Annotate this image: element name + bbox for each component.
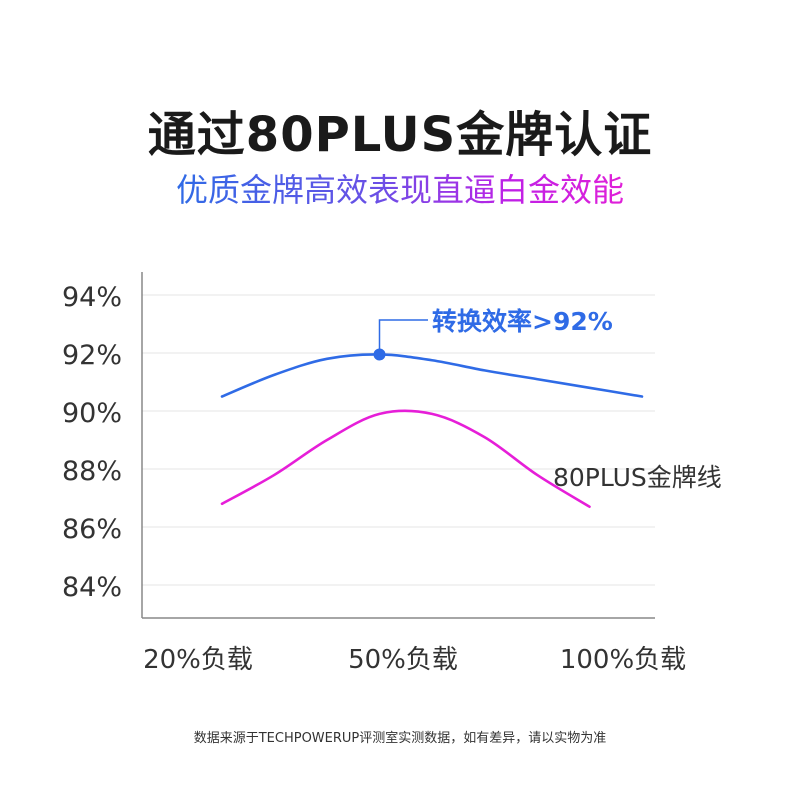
y-tick-label: 88% bbox=[62, 456, 122, 487]
highlight-point bbox=[373, 348, 386, 361]
page-subtitle: 优质金牌高效表现直逼白金效能 bbox=[0, 165, 800, 211]
x-tick-label: 100%负载 bbox=[560, 645, 686, 675]
y-tick-label: 92% bbox=[62, 340, 122, 371]
page-title: 通过80PLUS金牌认证 bbox=[147, 107, 653, 163]
subtitle-text: 优质金牌高效表现直逼白金效能 bbox=[175, 171, 624, 209]
series-label: 80PLUS金牌线 bbox=[553, 463, 722, 492]
y-tick-label: 94% bbox=[62, 282, 122, 313]
x-tick-label: 20%负载 bbox=[143, 645, 253, 675]
y-tick-label: 90% bbox=[62, 398, 122, 429]
efficiency-line bbox=[220, 353, 644, 398]
y-tick-label: 84% bbox=[62, 572, 122, 603]
footnote: 数据来源于TECHPOWERUP评测室实测数据，如有差异，请以实物为准 bbox=[193, 731, 607, 746]
y-tick-label: 86% bbox=[62, 514, 122, 545]
callout-leader-line bbox=[378, 319, 428, 355]
x-tick-label: 50%负载 bbox=[348, 645, 458, 675]
callout-label: 转换效率>92% bbox=[432, 307, 613, 336]
gold-standard-line bbox=[220, 409, 591, 508]
